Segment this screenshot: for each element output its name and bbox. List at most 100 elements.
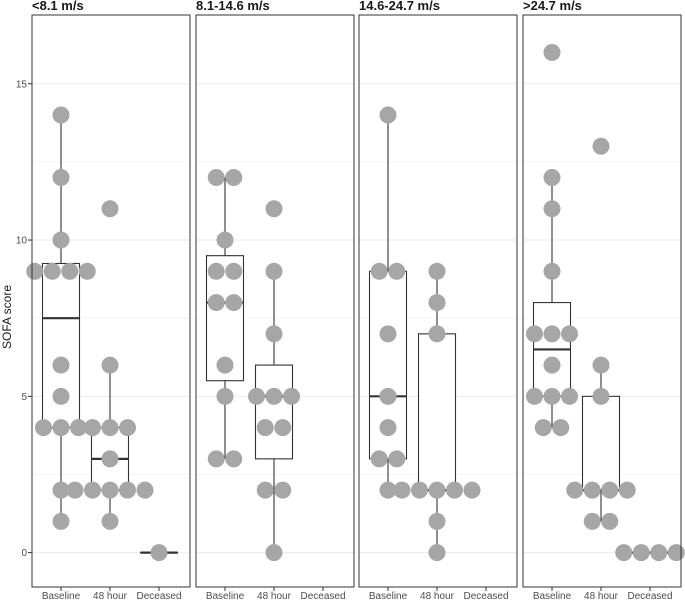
data-point <box>119 481 136 499</box>
data-point <box>101 450 119 468</box>
data-point <box>52 231 70 249</box>
data-point <box>650 544 668 562</box>
data-point <box>379 106 397 124</box>
data-point <box>601 481 619 499</box>
data-point <box>101 200 119 218</box>
data-point <box>52 106 70 124</box>
data-point <box>101 512 119 530</box>
x-tick-label: 48 hour <box>257 591 292 601</box>
data-point <box>370 262 388 280</box>
panel-border <box>522 14 682 588</box>
x-tick-label: Deceased <box>300 591 345 601</box>
data-point <box>265 544 283 562</box>
data-point <box>101 356 119 374</box>
data-point <box>393 481 411 499</box>
data-point <box>543 44 561 62</box>
x-tick-label: Deceased <box>136 591 181 601</box>
data-point <box>428 481 446 499</box>
y-tick-label: 5 <box>21 392 27 403</box>
data-point <box>428 294 446 312</box>
data-point <box>101 481 119 499</box>
x-tick-label: Deceased <box>627 591 672 601</box>
data-point <box>52 356 70 374</box>
data-point <box>225 294 243 312</box>
data-point <box>388 262 406 280</box>
data-point <box>248 387 265 405</box>
data-point <box>428 544 446 562</box>
x-tick-label: 48 hour <box>584 591 619 601</box>
facet-title: >24.7 m/s <box>523 0 582 13</box>
data-point <box>256 419 274 437</box>
data-point <box>615 544 633 562</box>
facet-panel: >24.7 m/s Baseline 48 hour Deceased <box>522 0 685 601</box>
data-point <box>592 137 610 155</box>
box <box>417 333 457 491</box>
data-point <box>370 450 388 468</box>
data-point <box>216 231 234 249</box>
data-point <box>274 419 292 437</box>
panel-background <box>523 15 681 587</box>
data-point <box>70 419 87 437</box>
x-tick-label: 48 hour <box>420 591 455 601</box>
data-point <box>561 387 578 405</box>
data-point <box>265 387 283 405</box>
data-point <box>256 481 274 499</box>
data-point <box>265 325 283 343</box>
data-point <box>265 200 283 218</box>
x-tick-label: Baseline <box>42 591 81 601</box>
facet-title: <8.1 m/s <box>32 0 84 13</box>
panel-border <box>195 14 355 588</box>
data-point <box>207 262 225 280</box>
data-point <box>428 512 446 530</box>
box <box>254 364 294 460</box>
data-point <box>543 325 561 343</box>
data-point <box>225 450 243 468</box>
data-point <box>379 325 397 343</box>
data-point <box>61 262 79 280</box>
x-tick-label: Deceased <box>463 591 508 601</box>
data-point <box>52 387 70 405</box>
data-point <box>78 262 96 280</box>
data-point <box>463 481 481 499</box>
data-point <box>84 481 101 499</box>
data-point <box>207 450 225 468</box>
data-point <box>552 419 570 437</box>
facet-title: 14.6-24.7 m/s <box>359 0 440 13</box>
data-point <box>543 169 561 187</box>
data-point <box>632 544 650 562</box>
data-point <box>207 169 225 187</box>
x-tick-label: Baseline <box>533 591 572 601</box>
data-point <box>534 419 552 437</box>
data-point <box>136 481 154 499</box>
data-point <box>265 262 283 280</box>
facet-panel: <8.1 m/s Baseline 48 hour Deceased <box>26 0 191 601</box>
x-tick-label: Baseline <box>369 591 408 601</box>
data-point <box>543 387 561 405</box>
data-point <box>601 512 619 530</box>
data-point <box>26 262 44 280</box>
data-point <box>618 481 636 499</box>
data-point <box>592 387 610 405</box>
data-point <box>592 356 610 374</box>
y-tick-label: 0 <box>21 548 27 559</box>
data-point <box>119 419 136 437</box>
panel-border <box>31 14 191 588</box>
y-tick-label: 15 <box>16 79 28 90</box>
facet-title: 8.1-14.6 m/s <box>196 0 270 13</box>
data-point <box>446 481 463 499</box>
panel-border <box>358 14 518 588</box>
facet-panel: 14.6-24.7 m/s Baseline 48 hour Deceased <box>358 0 518 601</box>
data-point <box>566 481 584 499</box>
data-point <box>543 200 561 218</box>
data-point <box>561 325 578 343</box>
data-point <box>216 387 234 405</box>
data-point <box>225 169 243 187</box>
data-point <box>379 419 397 437</box>
data-point <box>283 387 300 405</box>
data-point <box>66 481 84 499</box>
data-point <box>52 512 70 530</box>
data-point <box>225 262 243 280</box>
data-point <box>207 294 225 312</box>
data-point <box>52 169 70 187</box>
